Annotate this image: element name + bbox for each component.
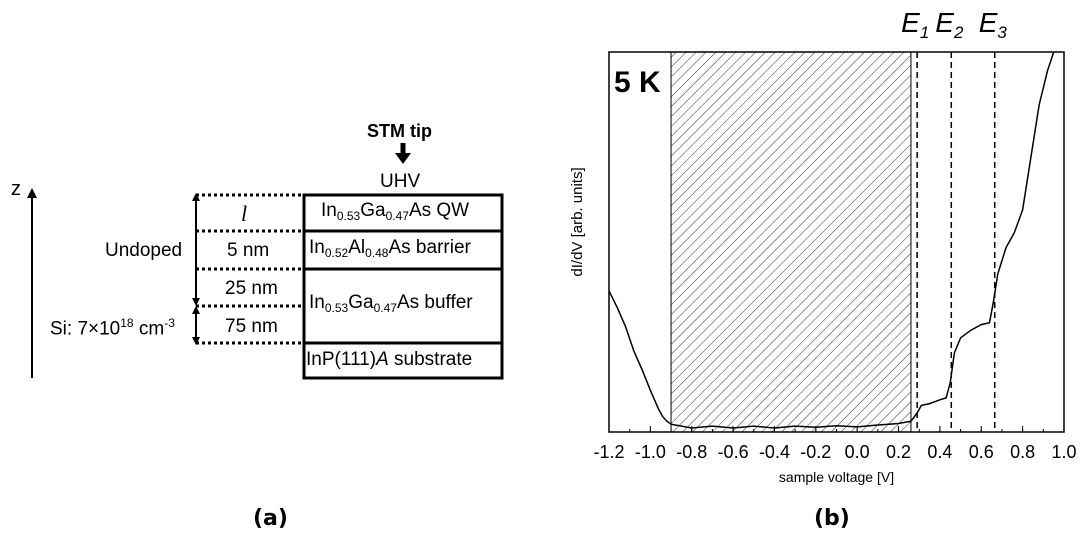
x-tick-label: -0.8 (676, 442, 707, 462)
doped-bracket-bottom-arrow (192, 337, 200, 345)
x-tick-label: 0.6 (969, 442, 994, 462)
layer-substrate-text: InP(111)A substrate (306, 349, 473, 370)
hatched-region (670, 51, 912, 433)
doping-label: Si: 7×1018 cm-3 (50, 316, 175, 340)
energy-label-e2: E2 (935, 7, 964, 42)
temperature-label: 5 K (614, 66, 661, 99)
energy-label-e3: E3 (979, 7, 1008, 42)
doped-bracket-top-arrow (192, 306, 200, 314)
x-tick-label: -1.2 (593, 442, 624, 462)
z-axis-label: z (11, 178, 21, 200)
x-tick-label: -1.0 (635, 442, 666, 462)
buffer-doped-thickness-label: 75 nm (225, 316, 278, 337)
didv-curve (608, 51, 1055, 429)
layer-buffer-text: In0.53Ga0.47As buffer (309, 292, 473, 315)
buffer-undoped-thickness-label: 25 nm (225, 278, 278, 299)
x-tick-label: 1.0 (1051, 442, 1076, 462)
layer-barrier-text: In0.52Al0.48As barrier (309, 237, 471, 260)
didv-chart: E1 E2 E3 -1.2 -1.0 -0.8 -0.6 -0.4 -0.2 0.0 0.2 0.4 0… (569, 7, 1077, 485)
undoped-bracket-top-arrow (192, 193, 200, 201)
layer-qw-text: In0.53Ga0.47As QW (321, 200, 470, 223)
caption-a: (a) (253, 506, 288, 531)
x-axis-label: sample voltage [V] (779, 469, 894, 485)
undoped-label: Undoped (105, 240, 183, 261)
x-tick-label: 0.8 (1010, 442, 1035, 462)
qw-thickness-label: l (241, 201, 248, 226)
stm-tip-arrowhead (395, 153, 411, 164)
x-tick-label: 0.2 (886, 442, 911, 462)
x-tick-label: -0.4 (759, 442, 790, 462)
uhv-label: UHV (380, 171, 421, 192)
x-tick-label: -0.6 (718, 442, 749, 462)
energy-label-e1: E1 (901, 7, 929, 42)
x-tick-label: -0.2 (800, 442, 831, 462)
stm-tip-label: STM tip (367, 121, 432, 141)
figure-a-graphics (27, 143, 504, 380)
barrier-thickness-label: 5 nm (227, 240, 270, 261)
layer-stack-box (302, 193, 504, 380)
y-axis-label: dI/dV [arb. units] (569, 167, 586, 276)
x-tick-label: 0.4 (927, 442, 952, 462)
undoped-bracket-bottom-arrow (192, 298, 200, 306)
z-axis-arrowhead (27, 188, 37, 198)
caption-b: (b) (814, 506, 850, 531)
x-tick-label: 0.0 (845, 442, 870, 462)
